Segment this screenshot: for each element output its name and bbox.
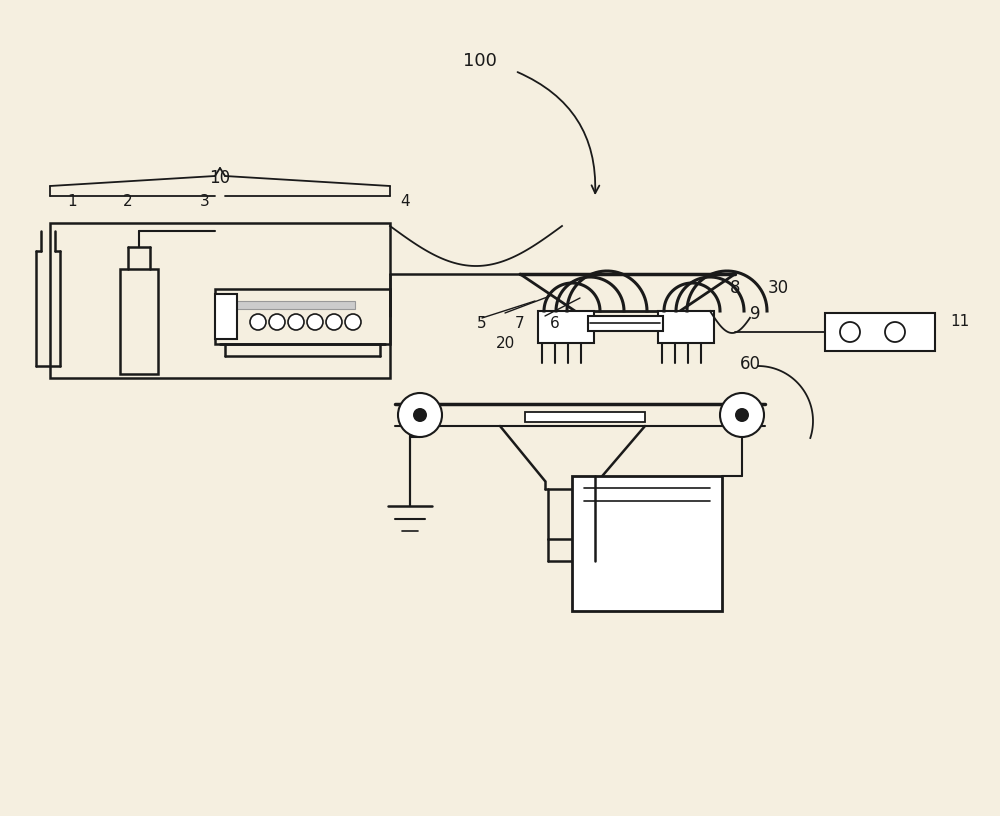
Circle shape — [720, 393, 764, 437]
Circle shape — [398, 393, 442, 437]
Text: 20: 20 — [495, 336, 515, 352]
FancyArrowPatch shape — [518, 72, 599, 193]
Circle shape — [307, 314, 323, 330]
Circle shape — [269, 314, 285, 330]
Text: 60: 60 — [740, 355, 761, 373]
Circle shape — [735, 408, 749, 422]
Bar — [572, 476, 722, 611]
Text: 1: 1 — [67, 193, 77, 209]
Text: 7: 7 — [515, 317, 525, 331]
Bar — [825, 313, 935, 351]
Text: 3: 3 — [200, 193, 210, 209]
Bar — [215, 294, 237, 339]
Bar — [658, 311, 714, 343]
Text: 10: 10 — [209, 169, 231, 187]
Bar — [215, 289, 390, 344]
Text: 5: 5 — [477, 317, 487, 331]
Circle shape — [413, 408, 427, 422]
Text: 11: 11 — [950, 313, 969, 329]
Circle shape — [345, 314, 361, 330]
Bar — [50, 223, 390, 378]
Text: 9: 9 — [750, 305, 760, 323]
Text: 4: 4 — [400, 193, 410, 209]
Bar — [525, 412, 645, 422]
Bar — [588, 316, 663, 331]
Text: 6: 6 — [550, 317, 560, 331]
Text: 2: 2 — [123, 193, 133, 209]
Circle shape — [250, 314, 266, 330]
Text: 100: 100 — [463, 52, 497, 70]
Bar — [235, 301, 355, 309]
Text: 8: 8 — [730, 279, 740, 297]
Circle shape — [288, 314, 304, 330]
Bar — [538, 311, 594, 343]
Text: 30: 30 — [767, 279, 789, 297]
Bar — [120, 269, 158, 374]
Circle shape — [326, 314, 342, 330]
